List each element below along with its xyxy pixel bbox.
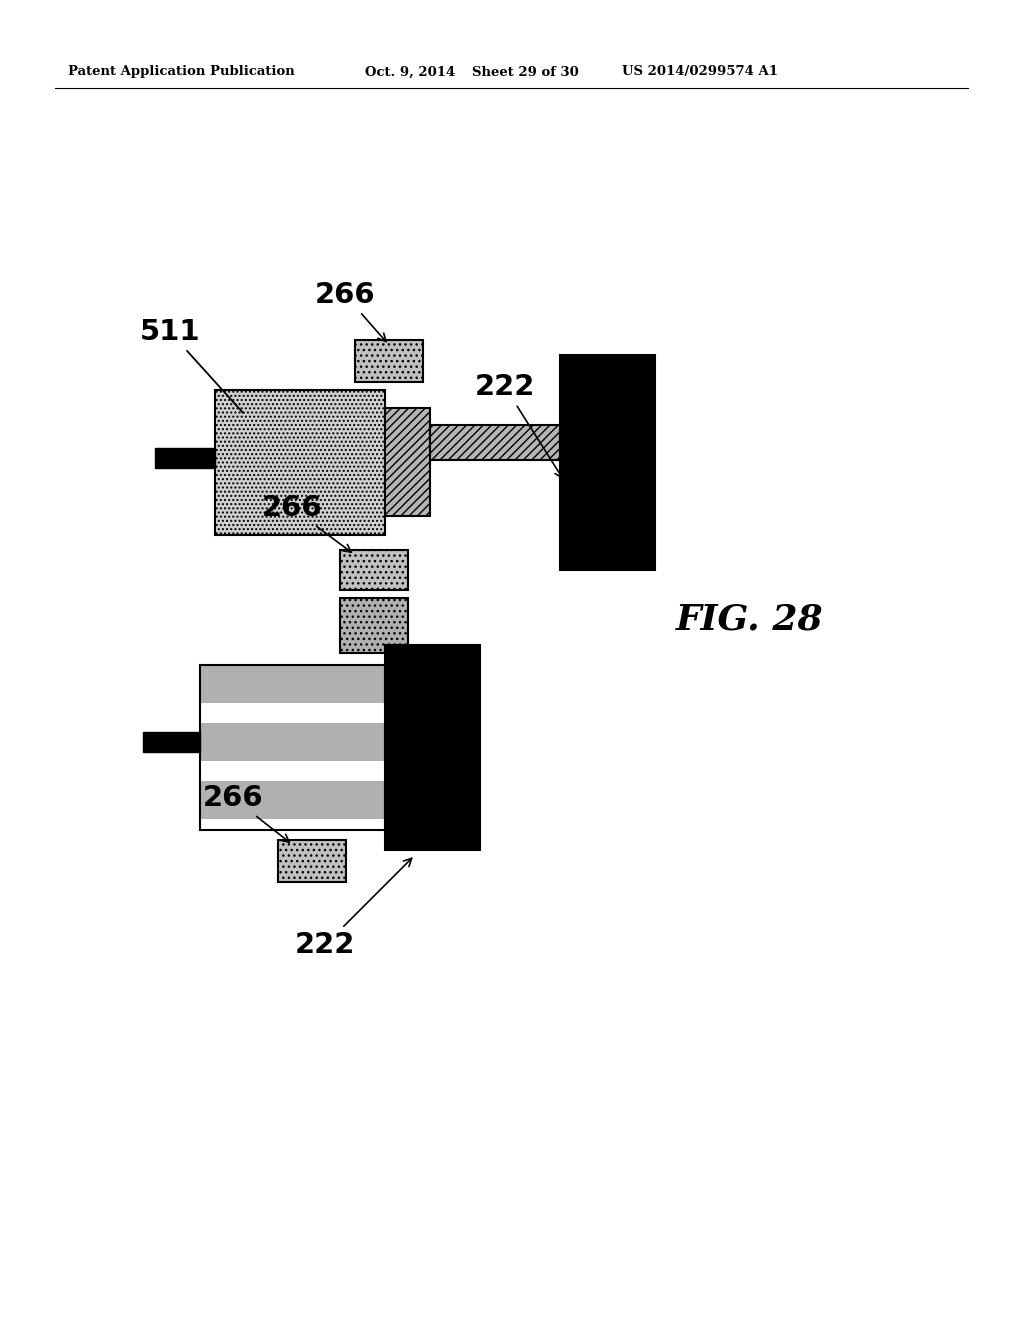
Text: 266: 266 <box>262 494 351 552</box>
Text: FIG. 28: FIG. 28 <box>676 603 824 638</box>
Bar <box>143 733 200 752</box>
Text: 266: 266 <box>203 784 290 842</box>
Text: 222: 222 <box>475 374 562 478</box>
Text: US 2014/0299574 A1: US 2014/0299574 A1 <box>622 66 778 78</box>
Bar <box>200 665 385 830</box>
Bar <box>385 408 430 516</box>
Bar <box>155 447 215 469</box>
Bar <box>340 598 408 653</box>
Text: 266: 266 <box>314 281 386 342</box>
Text: Sheet 29 of 30: Sheet 29 of 30 <box>472 66 579 78</box>
Text: 511: 511 <box>139 318 243 413</box>
Bar <box>340 550 408 590</box>
Text: Oct. 9, 2014: Oct. 9, 2014 <box>365 66 456 78</box>
Bar <box>200 704 385 723</box>
Text: Patent Application Publication: Patent Application Publication <box>68 66 295 78</box>
Bar <box>560 355 655 570</box>
Bar <box>430 425 560 459</box>
Bar <box>200 762 385 781</box>
Text: 222: 222 <box>295 858 412 960</box>
Bar <box>355 341 423 381</box>
Bar <box>200 723 385 762</box>
Bar <box>278 840 346 882</box>
Bar <box>385 645 480 850</box>
Bar <box>215 389 385 535</box>
Bar <box>200 781 385 818</box>
Bar <box>200 665 385 704</box>
